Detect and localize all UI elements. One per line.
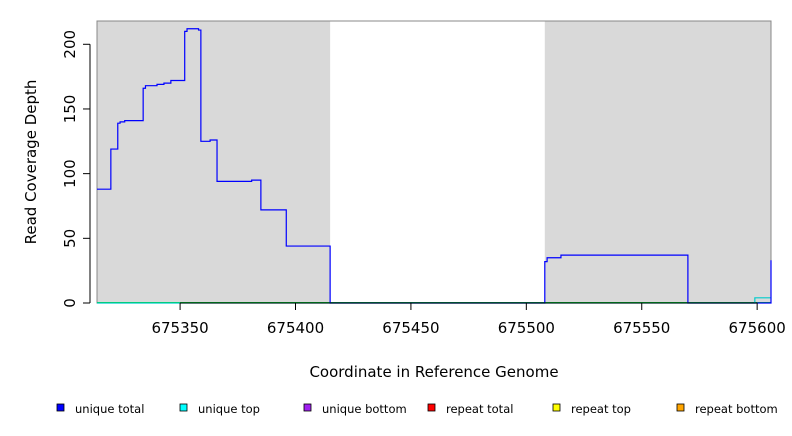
y-tick-label: 100 (61, 159, 79, 188)
legend-swatch (179, 403, 188, 412)
legend-swatch (676, 403, 685, 412)
x-axis: 675350 675400 675450 675500 675550 675600 (151, 302, 786, 337)
x-tick-label: 675500 (498, 319, 555, 337)
legend-swatch (552, 403, 561, 412)
x-tick-label: 675350 (151, 319, 208, 337)
shaded-region-1 (97, 21, 331, 303)
x-tick-label: 675400 (267, 319, 324, 337)
y-tick-label: 200 (61, 30, 79, 59)
legend-swatch (303, 403, 312, 412)
y-tick-label: 0 (61, 298, 79, 308)
legend-label: unique total (75, 402, 144, 416)
legend-swatch (427, 403, 436, 412)
y-tick-label: 50 (61, 229, 79, 248)
shaded-region-2 (544, 21, 771, 303)
legend-swatch (56, 403, 65, 412)
y-axis-label: Read Coverage Depth (22, 80, 40, 245)
legend-label: unique bottom (322, 402, 407, 416)
legend-label: repeat top (571, 402, 631, 416)
y-axis: 0 50 100 150 200 (61, 30, 91, 308)
x-tick-label: 675550 (613, 319, 670, 337)
legend-label: repeat bottom (695, 402, 778, 416)
x-axis-label: Coordinate in Reference Genome (309, 363, 558, 381)
series-line-unique-total (97, 28, 772, 304)
y-tick-label: 150 (61, 95, 79, 124)
x-tick-label: 675450 (382, 319, 439, 337)
x-tick-label: 675600 (729, 319, 786, 337)
legend: unique total unique top unique bottom repea… (56, 402, 778, 416)
legend-label: repeat total (446, 402, 513, 416)
legend-label: unique top (198, 402, 260, 416)
shaded-regions (97, 21, 771, 303)
